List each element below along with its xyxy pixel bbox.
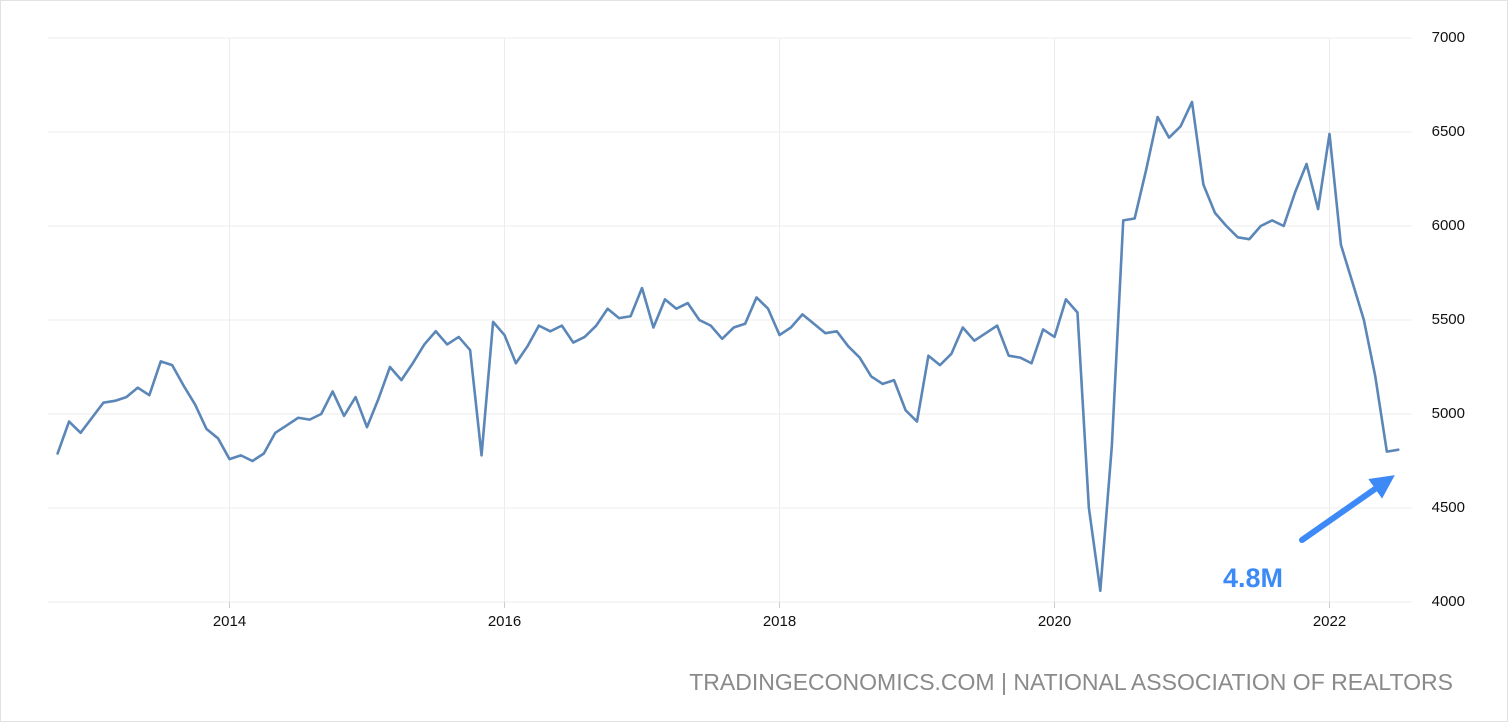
x-tick-label: 2016 xyxy=(488,613,521,630)
y-tick-label: 4000 xyxy=(1432,593,1465,610)
line-series xyxy=(56,100,1400,593)
y-tick-label: 6500 xyxy=(1432,123,1465,140)
annotation-arrow xyxy=(1299,475,1395,543)
grid xyxy=(48,37,1412,603)
plot xyxy=(56,100,1400,593)
x-tick-label: 2018 xyxy=(763,613,796,630)
y-tick-label: 7000 xyxy=(1432,29,1465,46)
y-tick-label: 5500 xyxy=(1432,311,1465,328)
annotation: 4.8M xyxy=(1223,563,1283,593)
y-tick-label: 4500 xyxy=(1432,499,1465,516)
y-tick-label: 6000 xyxy=(1432,217,1465,234)
source: TRADINGECONOMICS.COM | NATIONAL ASSOCIAT… xyxy=(689,669,1453,695)
x-tick-label: 2022 xyxy=(1313,613,1346,630)
x-tick-label: 2014 xyxy=(213,613,246,630)
x-tick-label: 2020 xyxy=(1038,613,1071,630)
y-tick-label: 5000 xyxy=(1432,405,1465,422)
